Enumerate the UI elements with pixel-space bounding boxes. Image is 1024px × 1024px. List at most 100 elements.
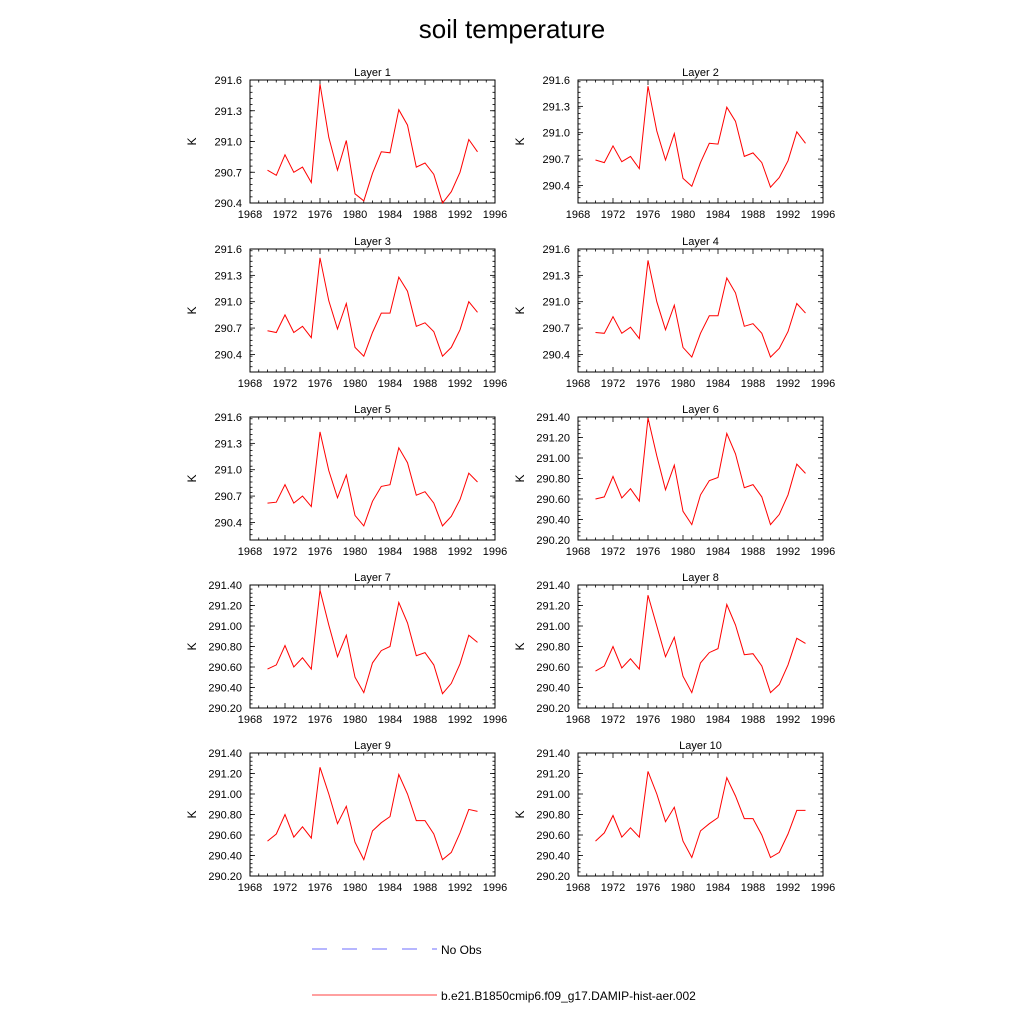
x-tick-label: 1972 xyxy=(601,546,625,558)
series-line xyxy=(267,257,478,358)
x-tick-label: 1988 xyxy=(413,378,437,390)
x-tick-label: 1976 xyxy=(636,714,660,726)
x-tick-label: 1996 xyxy=(483,714,507,726)
y-tick-label: 290.20 xyxy=(536,535,570,547)
panel-layer-8: Layer 8 K 1968 1972 1976 1980 1984 1988 1992 1996… xyxy=(513,572,835,726)
x-tick-label: 1968 xyxy=(566,714,590,726)
panel-title: Layer 3 xyxy=(354,236,391,248)
legend-label-model: b.e21.B1850cmip6.f09_g17.DAMIP-hist-aer.… xyxy=(441,989,696,1003)
x-tick-label: 1972 xyxy=(601,378,625,390)
x-tick-label: 1996 xyxy=(483,209,507,221)
x-tick-label: 1972 xyxy=(273,882,297,894)
y-tick-label: 290.60 xyxy=(536,662,570,674)
x-tick-label: 1968 xyxy=(566,209,590,221)
y-tick-label: 290.40 xyxy=(536,683,570,695)
x-tick-label: 1984 xyxy=(378,882,402,894)
x-tick-label: 1968 xyxy=(238,378,262,390)
x-tick-label: 1988 xyxy=(413,546,437,558)
y-tick-label: 291.40 xyxy=(536,580,570,592)
y-tick-label: 291.20 xyxy=(536,601,570,613)
x-tick-label: 1996 xyxy=(811,209,835,221)
x-tick-label: 1976 xyxy=(308,714,332,726)
y-tick-label: 291.40 xyxy=(208,748,242,760)
y-tick-label: 290.7 xyxy=(214,167,242,179)
figure-title: soil temperature xyxy=(418,14,606,44)
y-axis-label: K xyxy=(513,137,527,145)
y-axis-label: K xyxy=(185,474,199,482)
legend-label-no-obs: No Obs xyxy=(441,943,482,957)
x-tick-label: 1992 xyxy=(776,378,800,390)
y-tick-label: 291.0 xyxy=(214,465,242,477)
x-tick-label: 1968 xyxy=(566,546,590,558)
y-tick-label: 291.6 xyxy=(214,244,242,256)
x-tick-label: 1992 xyxy=(776,209,800,221)
y-tick-label: 290.80 xyxy=(208,642,242,654)
y-tick-label: 291.0 xyxy=(542,297,570,309)
x-tick-label: 1972 xyxy=(601,882,625,894)
x-tick-label: 1984 xyxy=(378,378,402,390)
legend: No Obs b.e21.B1850cmip6.f09_g17.DAMIP-his… xyxy=(312,943,696,1003)
x-tick-label: 1980 xyxy=(671,378,695,390)
y-axis-label: K xyxy=(513,642,527,650)
panel-layer-7: Layer 7 K 1968 1972 1976 1980 1984 1988 1992 1996… xyxy=(185,572,507,726)
x-tick-label: 1992 xyxy=(776,546,800,558)
x-tick-label: 1996 xyxy=(811,378,835,390)
y-tick-label: 290.20 xyxy=(208,871,242,883)
x-tick-label: 1988 xyxy=(741,209,765,221)
x-tick-label: 1976 xyxy=(636,546,660,558)
y-tick-label: 290.7 xyxy=(214,491,242,503)
y-axis-label: K xyxy=(185,306,199,314)
panel-layer-3: Layer 3 K 1968 1972 1976 1980 1984 1988 1992 1996… xyxy=(185,236,507,390)
x-tick-label: 1988 xyxy=(413,209,437,221)
x-tick-label: 1996 xyxy=(811,546,835,558)
x-tick-label: 1980 xyxy=(671,546,695,558)
y-tick-label: 290.80 xyxy=(536,474,570,486)
y-tick-label: 290.60 xyxy=(536,494,570,506)
x-tick-label: 1968 xyxy=(566,378,590,390)
y-tick-label: 290.80 xyxy=(536,642,570,654)
y-tick-label: 290.60 xyxy=(208,830,242,842)
series-line xyxy=(595,417,806,526)
x-tick-label: 1980 xyxy=(343,378,367,390)
panel-title: Layer 9 xyxy=(354,740,391,752)
panel-layer-9: Layer 9 K 1968 1972 1976 1980 1984 1988 1992 1996… xyxy=(185,740,507,894)
x-tick-label: 1976 xyxy=(308,882,332,894)
x-tick-label: 1968 xyxy=(566,882,590,894)
y-tick-label: 291.3 xyxy=(542,101,570,113)
x-tick-label: 1992 xyxy=(448,882,472,894)
x-tick-label: 1992 xyxy=(776,882,800,894)
x-tick-label: 1984 xyxy=(706,882,730,894)
y-tick-label: 291.6 xyxy=(542,244,570,256)
x-tick-label: 1984 xyxy=(706,209,730,221)
x-tick-label: 1988 xyxy=(741,378,765,390)
plot-frame xyxy=(577,416,824,541)
y-tick-label: 290.4 xyxy=(214,349,242,361)
x-tick-label: 1992 xyxy=(448,714,472,726)
x-tick-label: 1996 xyxy=(483,546,507,558)
plot-frame xyxy=(249,248,496,373)
panel-layer-6: Layer 6 K 1968 1972 1976 1980 1984 1988 1992 1996… xyxy=(513,404,835,558)
panel-layer-2: Layer 2 K 1968 1972 1976 1980 1984 1988 1992 1996… xyxy=(513,67,835,221)
x-tick-label: 1980 xyxy=(343,546,367,558)
x-tick-label: 1968 xyxy=(238,546,262,558)
x-tick-label: 1968 xyxy=(238,714,262,726)
x-tick-label: 1984 xyxy=(378,714,402,726)
x-tick-label: 1972 xyxy=(273,209,297,221)
panel-title: Layer 6 xyxy=(682,404,719,416)
x-tick-label: 1968 xyxy=(238,209,262,221)
x-tick-label: 1972 xyxy=(601,209,625,221)
x-tick-label: 1972 xyxy=(273,378,297,390)
y-tick-label: 291.20 xyxy=(208,601,242,613)
x-tick-label: 1980 xyxy=(343,882,367,894)
x-tick-label: 1992 xyxy=(776,714,800,726)
y-tick-label: 290.7 xyxy=(542,154,570,166)
plot-frame xyxy=(577,248,824,373)
x-tick-label: 1988 xyxy=(741,882,765,894)
y-tick-label: 291.0 xyxy=(214,137,242,149)
x-tick-label: 1976 xyxy=(636,378,660,390)
x-tick-label: 1980 xyxy=(671,882,695,894)
x-tick-label: 1968 xyxy=(238,882,262,894)
x-tick-label: 1996 xyxy=(483,882,507,894)
y-tick-label: 291.00 xyxy=(536,621,570,633)
panel-layer-1: Layer 1 K 1968 1972 1976 1980 1984 1988 1992 1996… xyxy=(185,67,507,221)
